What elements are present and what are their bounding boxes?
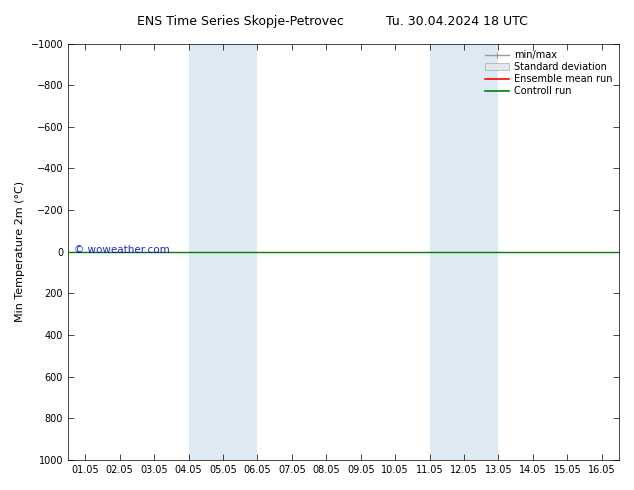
Text: ENS Time Series Skopje-Petrovec: ENS Time Series Skopje-Petrovec [138, 15, 344, 28]
Text: Tu. 30.04.2024 18 UTC: Tu. 30.04.2024 18 UTC [385, 15, 527, 28]
Text: © woweather.com: © woweather.com [74, 245, 169, 255]
Legend: min/max, Standard deviation, Ensemble mean run, Controll run: min/max, Standard deviation, Ensemble me… [482, 49, 614, 98]
Bar [430, 44, 498, 460]
Y-axis label: Min Temperature 2m (°C): Min Temperature 2m (°C) [15, 181, 25, 322]
Bar [188, 44, 257, 460]
